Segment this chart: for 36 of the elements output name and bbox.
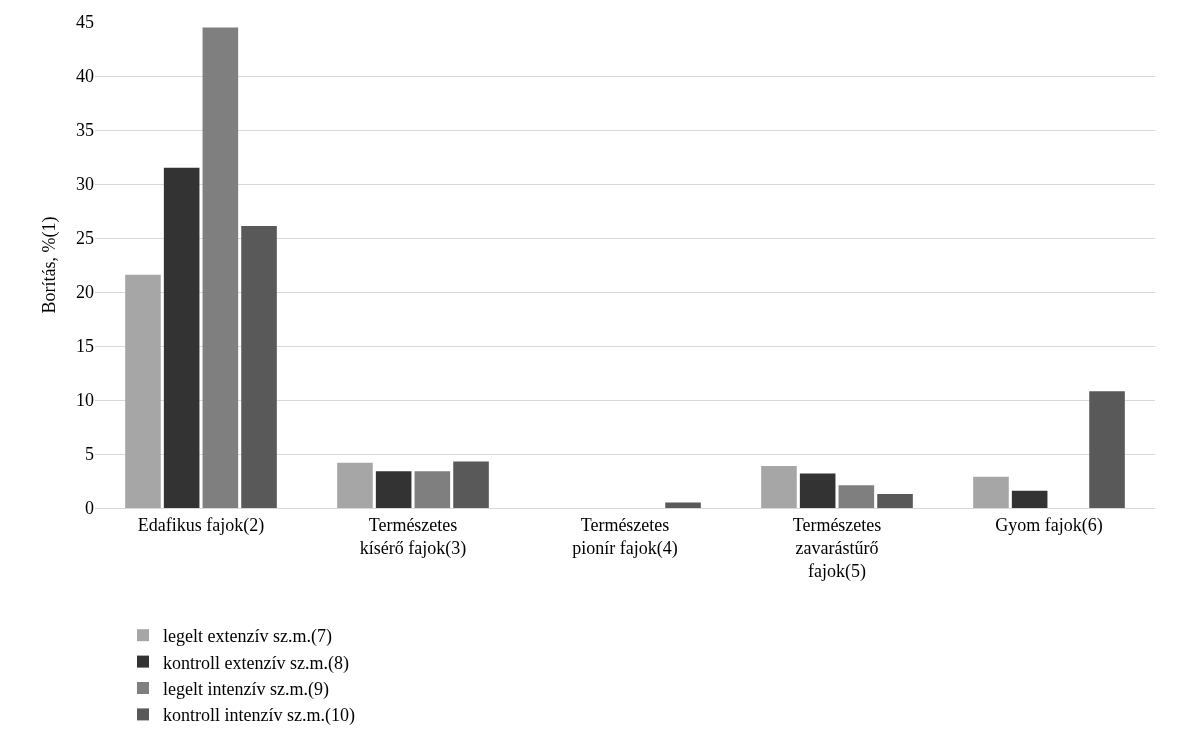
y-tick-label: 40 <box>76 66 94 87</box>
legend-label: kontroll extenzív sz.m.(8) <box>163 652 349 674</box>
x-tick-label: Edafikus fajok(2) <box>137 514 265 536</box>
bar <box>973 476 1009 508</box>
y-tick-label: 10 <box>76 390 94 411</box>
legend-label: kontroll intenzív sz.m.(10) <box>163 705 355 727</box>
bar <box>241 226 277 508</box>
bar <box>337 462 373 508</box>
bar <box>877 493 913 508</box>
y-tick-label: 35 <box>76 120 94 141</box>
bar <box>761 465 797 508</box>
y-axis-title: Borítás, %(1) <box>39 216 61 314</box>
bar <box>838 485 875 508</box>
bar <box>163 167 200 508</box>
y-tick-label: 5 <box>85 444 94 465</box>
y-tick-label: 30 <box>76 174 94 195</box>
bar <box>665 502 701 508</box>
y-tick-label: 15 <box>76 336 94 357</box>
bar <box>453 461 489 508</box>
x-tick-label: Természetes zavarástűrő fajok(5) <box>792 514 882 583</box>
legend-label: legelt extenzív sz.m.(7) <box>163 626 332 648</box>
bar <box>125 274 161 508</box>
bar <box>375 471 412 508</box>
y-tick-label: 25 <box>76 228 94 249</box>
bar <box>202 27 239 508</box>
bar <box>1011 490 1048 508</box>
x-tick-label: Gyom fajok(6) <box>995 514 1103 536</box>
x-tick-label: Természetes pionír fajok(4) <box>572 514 678 559</box>
y-tick-label: 45 <box>76 12 94 33</box>
bar <box>1089 391 1125 508</box>
bar <box>414 471 451 508</box>
bar <box>799 473 836 508</box>
y-tick-label: 0 <box>85 498 94 519</box>
x-tick-label: Természetes kísérő fajok(3) <box>359 514 467 559</box>
y-tick-label: 20 <box>76 282 94 303</box>
legend-label: legelt intenzív sz.m.(9) <box>163 679 329 701</box>
